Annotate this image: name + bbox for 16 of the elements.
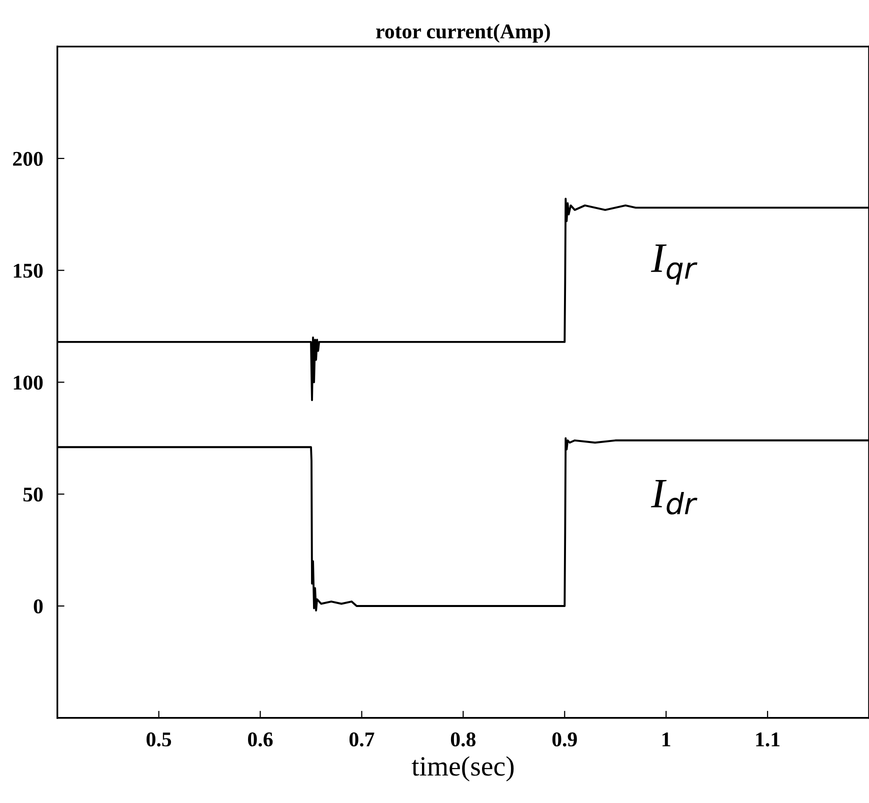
y-tick-label: 200 <box>13 152 43 166</box>
x-tick-label: 0.7 <box>349 732 374 747</box>
series-label: I$_{dr}$ <box>650 480 698 515</box>
y-tick-label: 150 <box>14 264 43 278</box>
series-label: I$_{qr}$ <box>650 244 698 285</box>
x-tick-label: 0.8 <box>450 732 476 747</box>
chart-title: rotor current(Amp) <box>376 24 550 43</box>
x-tick-label: 0.5 <box>146 732 172 747</box>
y-tick-label: 100 <box>14 376 43 390</box>
y-tick-label: 50 <box>23 487 43 502</box>
x-axis-title: time(sec) <box>412 756 514 782</box>
y-tick-label: 0 <box>34 599 43 614</box>
x-tick-label: 1 <box>662 732 670 746</box>
x-tick-label: 0.6 <box>248 732 273 747</box>
x-tick-label: 1.1 <box>756 732 780 747</box>
x-tick-label: 0.9 <box>552 732 577 747</box>
